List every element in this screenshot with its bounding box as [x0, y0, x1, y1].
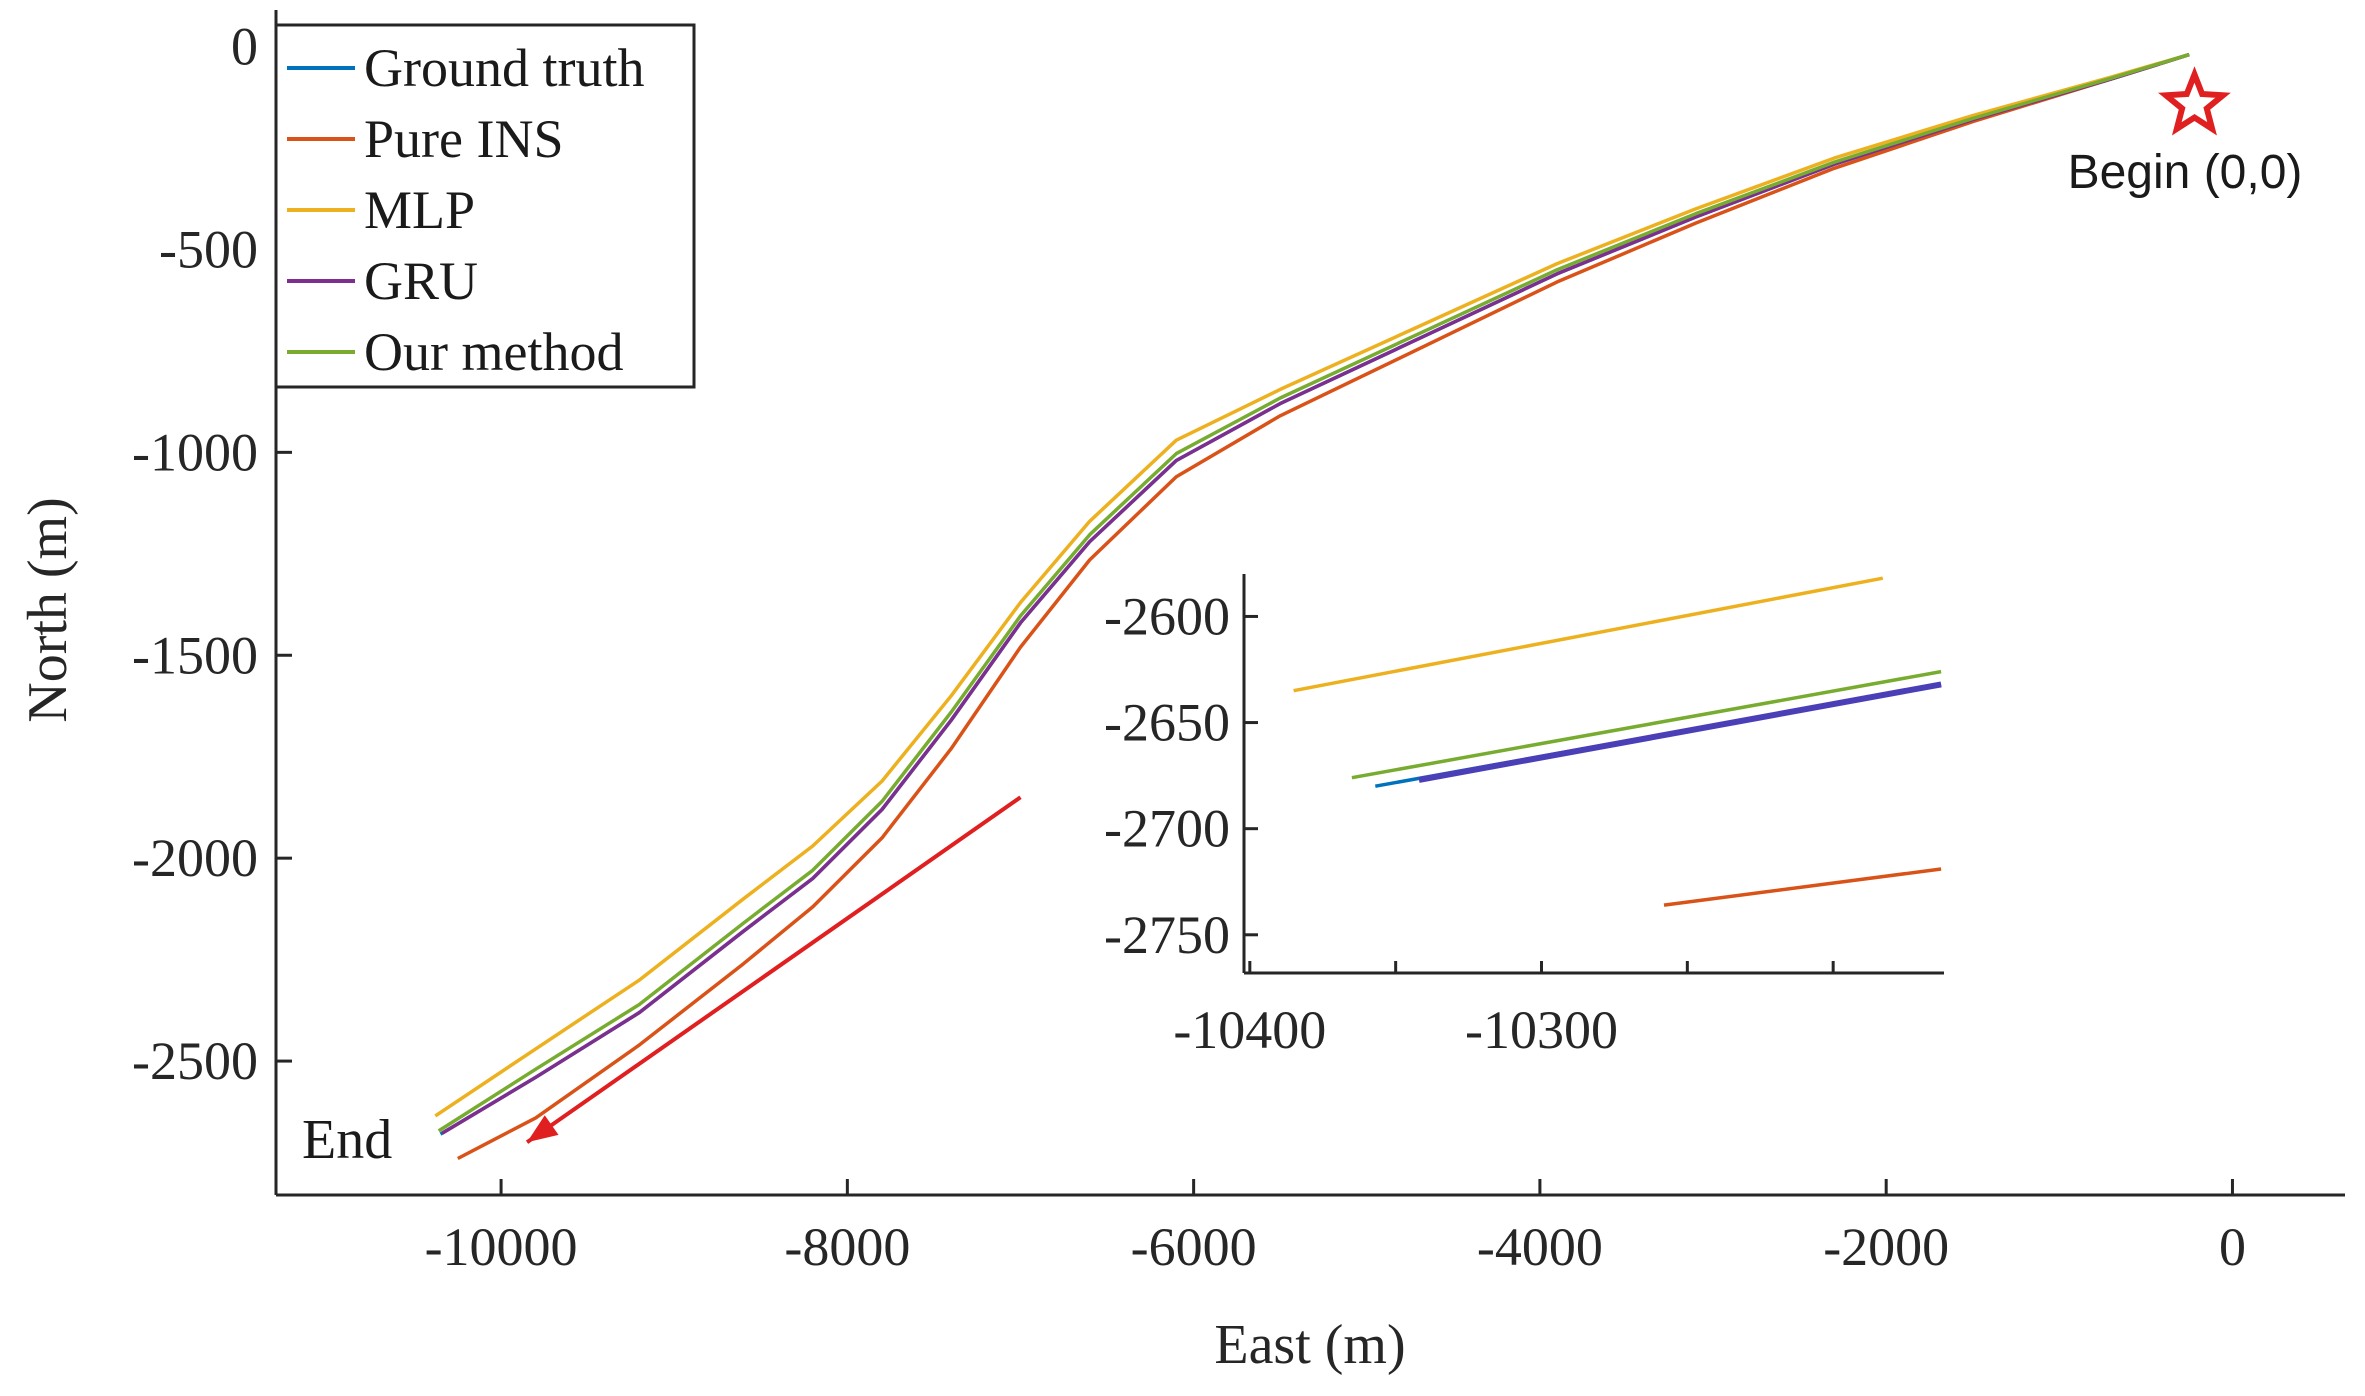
- inset-line-our-method: [1351, 669, 1942, 780]
- main-y-tick-label: -2000: [132, 828, 258, 888]
- main-x-tick-label: 0: [2219, 1217, 2246, 1277]
- main-x-tick-label: -2000: [1823, 1217, 1949, 1277]
- main-y-tick-label: 0: [231, 17, 258, 77]
- star-outline: [2158, 66, 2231, 136]
- main-y-axis-label: North (m): [17, 497, 79, 723]
- end-direction-arrow: [525, 795, 1022, 1144]
- main-y-tick-label: -500: [159, 219, 258, 279]
- main-x-tick-label: -6000: [1131, 1217, 1257, 1277]
- inset-y-ticks: -2600 -2650 -2700 -2750: [1104, 586, 1258, 965]
- end-annotation: End: [302, 1109, 392, 1171]
- inset-y-tick-label: -2750: [1104, 905, 1230, 965]
- inset-line-pure-ins: [1663, 867, 1942, 907]
- legend-box: [274, 23, 696, 389]
- legend: Ground truth Pure INS MLP GRU Our method: [274, 23, 696, 389]
- main-x-tick-label: -4000: [1477, 1217, 1603, 1277]
- inset-line-mlp: [1293, 576, 1884, 693]
- inset-y-tick-label: -2600: [1104, 586, 1230, 646]
- main-series-group: [434, 52, 2190, 1161]
- begin-annotation: Begin (0,0): [2068, 146, 2303, 199]
- main-y-tick-label: -1500: [132, 625, 258, 685]
- inset-series-group: [1293, 576, 1942, 907]
- legend-label: GRU: [364, 251, 478, 311]
- legend-label: Pure INS: [364, 109, 564, 169]
- main-x-ticks: -10000 -8000 -6000 -4000 -2000 0: [425, 1179, 2246, 1277]
- arrow-shaft: [525, 795, 1022, 1144]
- series-line-gru: [441, 52, 2190, 1135]
- inset-y-tick-label: -2650: [1104, 693, 1230, 753]
- main-x-tick-label: -10000: [425, 1217, 578, 1277]
- legend-label: Ground truth: [364, 38, 644, 98]
- inset-x-ticks: -10400 -10300: [1173, 961, 1835, 1060]
- main-y-ticks: 0 -500 -1000 -1500 -2000 -2500: [132, 17, 292, 1091]
- series-line-pure-ins: [456, 52, 2190, 1161]
- inset-y-tick-label: -2700: [1104, 799, 1230, 859]
- main-x-axis-label: East (m): [1214, 1314, 1405, 1376]
- inset-line-gru: [1418, 681, 1942, 783]
- legend-label: Our method: [364, 322, 623, 382]
- inset-background: [1244, 574, 1944, 974]
- inset-plot: -10400 -10300 -2600 -2650 -2700 -2750: [1104, 574, 1944, 1060]
- inset-x-tick-label: -10300: [1465, 1000, 1618, 1060]
- begin-star-marker: [2158, 66, 2231, 136]
- series-line-our-method: [437, 52, 2190, 1133]
- arrow-head: [527, 1115, 559, 1143]
- inset-x-tick-label: -10400: [1173, 1000, 1326, 1060]
- main-y-tick-label: -2500: [132, 1031, 258, 1091]
- main-x-tick-label: -8000: [784, 1217, 910, 1277]
- series-line-mlp: [434, 52, 2190, 1118]
- main-y-tick-label: -1000: [132, 422, 258, 482]
- legend-label: MLP: [364, 180, 475, 240]
